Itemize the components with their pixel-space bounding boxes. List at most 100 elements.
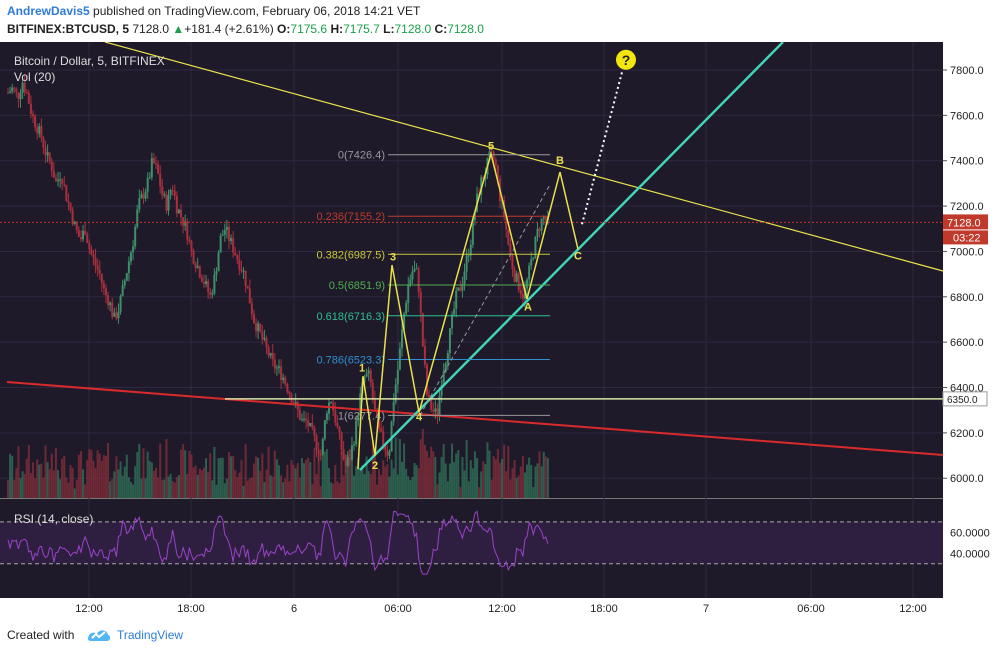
volume-bar	[111, 478, 114, 498]
countdown-badge	[943, 230, 988, 245]
volume-bar	[236, 477, 239, 498]
volume-bar	[361, 465, 364, 498]
candle-body	[369, 370, 372, 383]
volume-bar	[465, 439, 468, 498]
volume-bar	[138, 443, 141, 498]
candle-body	[267, 346, 270, 356]
volume-bar	[426, 450, 429, 498]
y-tick-label: 7800.0	[950, 65, 984, 77]
candle-body	[50, 161, 53, 171]
volume-bar	[255, 456, 258, 498]
yellow-trendline	[104, 42, 944, 272]
candle-body	[463, 271, 466, 284]
candle-body	[9, 91, 12, 93]
volume-bar	[246, 480, 249, 498]
volume-bar	[163, 479, 166, 498]
question-badge	[616, 49, 636, 70]
candle-body	[471, 220, 474, 245]
candle-body	[61, 179, 64, 185]
pane-divider	[0, 498, 943, 499]
volume-bar	[273, 450, 276, 498]
volume-bar	[194, 465, 197, 498]
volume-bar	[92, 460, 95, 498]
candle-body	[167, 195, 170, 211]
fib-label: 0(7426.4)	[338, 150, 385, 162]
volume-bar	[363, 474, 366, 498]
price-chart[interactable]: 6350.0 7128.0 03:22 0(7426.4) 0.236(7155.2) 0…	[0, 42, 1000, 620]
volume-bar	[421, 428, 424, 498]
volume-bar	[446, 481, 449, 498]
candle-body	[186, 221, 189, 240]
drawings: 6350.0 7128.0 03:22 0(7426.4) 0.236(7155.2) 0…	[0, 42, 988, 472]
y-tick-label: 6000.0	[950, 473, 984, 485]
candle-body	[134, 226, 137, 247]
volume-bar	[48, 469, 51, 498]
candle-body	[211, 293, 214, 295]
volume-bar	[467, 481, 470, 498]
last-price: 7128.0	[132, 22, 170, 36]
volume-bar	[501, 458, 504, 498]
volume-bar	[98, 453, 101, 498]
author-link[interactable]: AndrewDavis5	[7, 4, 90, 18]
tradingview-brand-link[interactable]: TradingView	[117, 628, 184, 642]
candle-body	[536, 228, 539, 238]
volume-bar	[132, 484, 135, 498]
candle-body	[528, 265, 531, 280]
candle-body	[177, 209, 180, 214]
candle-body	[436, 408, 439, 416]
volume-bar	[73, 488, 76, 498]
volume-bar	[125, 454, 128, 498]
volume-bar	[409, 479, 412, 498]
volume-bar	[346, 454, 349, 498]
volume-bar	[398, 439, 401, 498]
candle-body	[238, 259, 241, 270]
candle-body	[305, 418, 308, 421]
y-tick-label: 6600.0	[950, 337, 984, 349]
y-tick-label: 6200.0	[950, 428, 984, 440]
volume-bar	[234, 470, 237, 498]
candle-body	[494, 159, 497, 166]
volume-bar	[104, 456, 107, 498]
volume-bar	[369, 474, 372, 498]
candle-body	[111, 302, 114, 317]
volume-bar	[478, 487, 481, 498]
last-price-badge	[943, 214, 988, 230]
candle-body	[150, 158, 153, 178]
candle-body	[469, 244, 472, 256]
candle-body	[444, 363, 447, 372]
candle-body	[246, 285, 249, 289]
volume-bar	[205, 458, 208, 498]
volume-label: Vol (20)	[14, 70, 55, 84]
volume-bar	[284, 478, 287, 498]
candle-body	[71, 210, 74, 224]
volume-bar	[115, 456, 118, 498]
volume-bar	[459, 486, 462, 498]
candle-body	[457, 287, 460, 291]
volume-bar	[350, 449, 353, 498]
x-tick-label: 12:00	[899, 603, 927, 615]
candle-body	[261, 331, 264, 340]
wave-label: 4	[416, 411, 423, 423]
volume-bar	[357, 458, 360, 498]
level-badge-label: 6350.0	[947, 395, 978, 406]
volume-bar	[136, 452, 139, 498]
last-price-label: 7128.0	[947, 217, 981, 229]
volume-bar	[113, 471, 116, 498]
volume-bar	[365, 456, 368, 498]
volume-bar	[386, 464, 389, 498]
candle-body	[313, 427, 316, 436]
candle-body	[409, 279, 412, 285]
candle-body	[92, 254, 95, 258]
volume-bar	[196, 474, 199, 498]
candle-body	[513, 269, 516, 282]
volume-bar	[186, 474, 189, 498]
candle-body	[280, 366, 283, 381]
volume-bar	[177, 475, 180, 498]
volume-bar	[315, 474, 318, 498]
low-value: 7128.0	[394, 22, 432, 36]
volume-bar	[142, 448, 145, 498]
rsi-tick-label: 40.0000	[950, 548, 990, 560]
y-tick-label: 7600.0	[950, 110, 984, 122]
volume-bar	[32, 462, 35, 498]
low-label: L:	[383, 22, 395, 36]
